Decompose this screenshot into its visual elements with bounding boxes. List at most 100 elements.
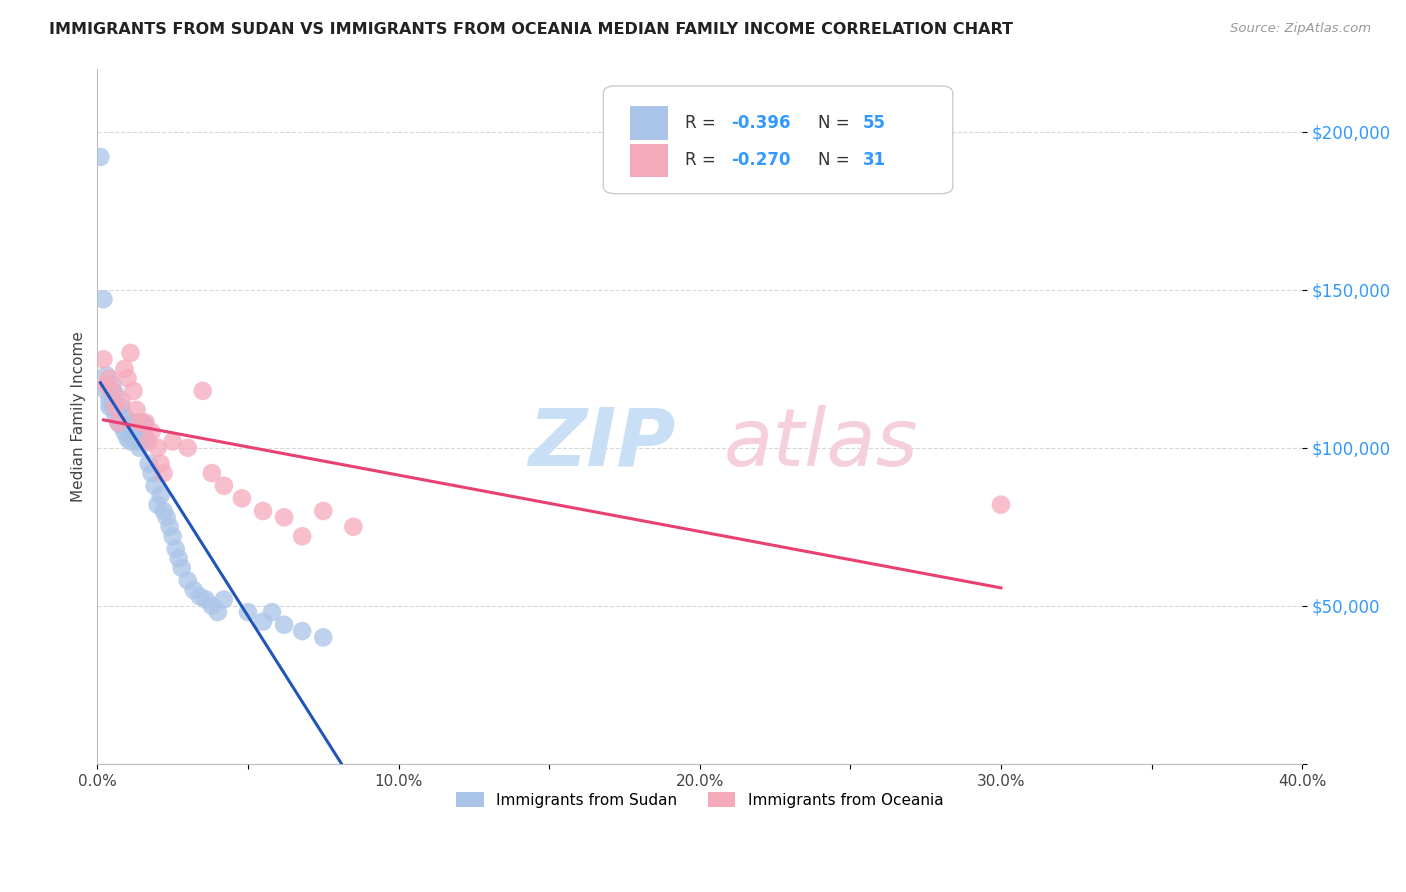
Point <box>141 425 163 439</box>
Point <box>177 441 200 455</box>
Point <box>165 541 187 556</box>
Point <box>312 631 335 645</box>
Point <box>191 384 214 398</box>
Point <box>159 520 181 534</box>
Point <box>170 561 193 575</box>
Text: N =: N = <box>818 152 855 169</box>
Text: -0.270: -0.270 <box>731 152 790 169</box>
Point <box>96 384 118 398</box>
Point <box>156 510 179 524</box>
Text: R =: R = <box>685 152 721 169</box>
Point <box>138 457 160 471</box>
Text: atlas: atlas <box>724 405 918 483</box>
Point <box>101 377 124 392</box>
Point <box>138 434 160 449</box>
Point <box>207 605 229 619</box>
Point <box>98 371 121 385</box>
Legend: Immigrants from Sudan, Immigrants from Oceania: Immigrants from Sudan, Immigrants from O… <box>449 784 950 815</box>
Point <box>93 292 115 306</box>
Point <box>114 425 136 439</box>
Point <box>143 479 166 493</box>
Point <box>98 400 121 414</box>
Point <box>291 624 314 638</box>
Point <box>135 431 157 445</box>
Point <box>291 529 314 543</box>
Point <box>152 466 174 480</box>
Point <box>89 150 111 164</box>
Point <box>312 504 335 518</box>
Point <box>212 479 235 493</box>
Point <box>120 346 142 360</box>
Point <box>114 361 136 376</box>
Point <box>146 498 169 512</box>
Point <box>152 504 174 518</box>
Point <box>107 416 129 430</box>
Point <box>201 599 224 613</box>
Point <box>183 582 205 597</box>
Point <box>273 617 295 632</box>
Point <box>212 592 235 607</box>
Point <box>120 422 142 436</box>
Point <box>135 416 157 430</box>
Point <box>252 504 274 518</box>
Point <box>162 434 184 449</box>
Point <box>260 605 283 619</box>
Point <box>188 590 211 604</box>
Point <box>122 431 145 445</box>
Text: N =: N = <box>818 114 855 132</box>
Point <box>125 434 148 449</box>
Point <box>117 431 139 445</box>
Bar <box>630 144 668 178</box>
Point <box>201 466 224 480</box>
Point <box>96 377 118 392</box>
Text: -0.396: -0.396 <box>731 114 790 132</box>
Point <box>125 418 148 433</box>
Point <box>342 520 364 534</box>
Point <box>107 402 129 417</box>
Point <box>101 384 124 398</box>
Point <box>104 387 127 401</box>
Point <box>104 400 127 414</box>
Y-axis label: Median Family Income: Median Family Income <box>72 331 86 501</box>
Point <box>131 428 153 442</box>
Point <box>120 434 142 449</box>
FancyBboxPatch shape <box>603 86 953 194</box>
Point <box>162 529 184 543</box>
Point <box>93 352 115 367</box>
Text: IMMIGRANTS FROM SUDAN VS IMMIGRANTS FROM OCEANIA MEDIAN FAMILY INCOME CORRELATIO: IMMIGRANTS FROM SUDAN VS IMMIGRANTS FROM… <box>49 22 1014 37</box>
Bar <box>630 106 668 139</box>
Point <box>149 488 172 502</box>
Point <box>122 384 145 398</box>
Point <box>104 409 127 424</box>
Point <box>273 510 295 524</box>
Point <box>141 466 163 480</box>
Point <box>122 416 145 430</box>
Text: R =: R = <box>685 114 721 132</box>
Point <box>231 491 253 506</box>
Text: 55: 55 <box>862 114 886 132</box>
Point <box>98 393 121 408</box>
Point <box>149 457 172 471</box>
Point <box>194 592 217 607</box>
Point <box>117 416 139 430</box>
Point <box>128 441 150 455</box>
Point <box>107 416 129 430</box>
Point <box>177 574 200 588</box>
Point <box>131 416 153 430</box>
Point <box>110 393 132 408</box>
Point <box>167 551 190 566</box>
Point <box>128 416 150 430</box>
Text: 31: 31 <box>862 152 886 169</box>
Point <box>96 368 118 382</box>
Point <box>135 418 157 433</box>
Point <box>117 371 139 385</box>
Text: Source: ZipAtlas.com: Source: ZipAtlas.com <box>1230 22 1371 36</box>
Point <box>236 605 259 619</box>
Text: ZIP: ZIP <box>529 405 676 483</box>
Point <box>146 441 169 455</box>
Point <box>110 418 132 433</box>
Point <box>990 498 1012 512</box>
Point <box>114 409 136 424</box>
Point <box>101 400 124 414</box>
Point <box>128 416 150 430</box>
